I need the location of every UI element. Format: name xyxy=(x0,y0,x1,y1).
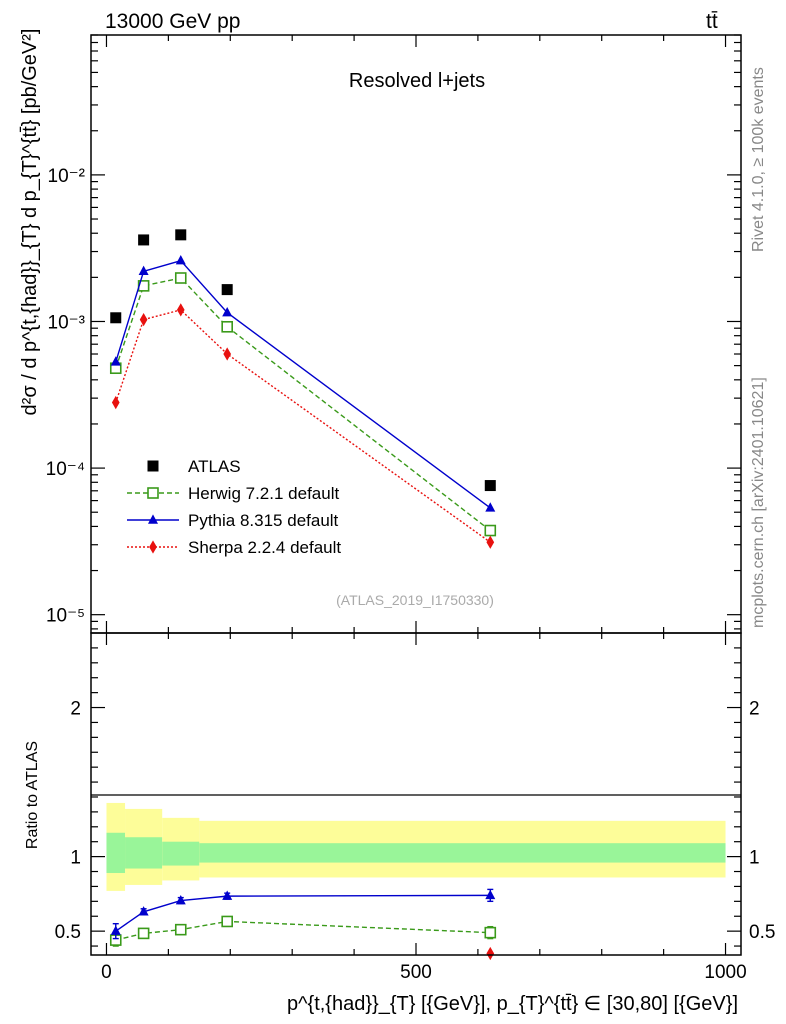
x-axis-label: p^{t,{had}}_{T} [{GeV}], p_{T}^{tt̄} ∈ [… xyxy=(287,993,738,1015)
ratio-y-tick-label-left: 0.5 xyxy=(55,922,81,943)
ratio-point-1-0 xyxy=(110,925,121,935)
ratio-y-tick-label-right: 1 xyxy=(749,848,760,869)
legend-label-2: Pythia 8.315 default xyxy=(188,511,339,530)
main-series-line-2 xyxy=(115,259,491,509)
ratio-point-2-0 xyxy=(486,946,495,961)
main-point-0-0 xyxy=(110,312,122,324)
main-y-tick-label: 10⁻⁴ xyxy=(46,459,85,480)
main-point-2-0 xyxy=(110,356,121,366)
ratio-point-1-2 xyxy=(175,894,186,905)
legend-label-3: Sherpa 2.2.4 default xyxy=(188,538,341,557)
main-point-3-3 xyxy=(223,347,232,361)
ratio-y-tick-label-left: 2 xyxy=(70,699,81,720)
main-panel: 10⁻⁵ 10⁻⁴ 10⁻³ 10⁻² Resolved l+jets (ATLAS_… xyxy=(19,29,742,634)
ratio-point-0-4 xyxy=(484,926,497,939)
analysis-label: (ATLAS_2019_I1750330) xyxy=(336,592,494,608)
main-series-group xyxy=(109,229,497,549)
ratio-point-0-2 xyxy=(174,923,187,936)
main-point-0-4 xyxy=(484,480,496,492)
main-ticks: 10⁻⁵ 10⁻⁴ 10⁻³ 10⁻² xyxy=(46,34,741,633)
main-y-tick-label: 10⁻³ xyxy=(48,312,86,333)
ratio-y-axis-label: Ratio to ATLAS xyxy=(24,741,41,849)
main-y-tick-label: 10⁻² xyxy=(48,166,86,187)
header-process-label: tt̄ xyxy=(706,10,718,33)
main-point-1-2 xyxy=(174,272,187,284)
x-tick-label: 500 xyxy=(400,962,432,983)
ratio-point-1-4 xyxy=(485,889,496,900)
ratio-series-line-1 xyxy=(115,894,491,932)
main-y-axis-label: d²σ / d p^{t,{had}}_{T} d p_{T}^{tt̄} [p… xyxy=(19,29,41,416)
main-point-2-4 xyxy=(485,502,496,512)
ratio-point-1-1 xyxy=(138,906,149,916)
ratio-y-tick-label-right: 2 xyxy=(749,699,760,720)
main-point-2-1 xyxy=(138,265,149,276)
legend-marker-1 xyxy=(147,487,159,499)
main-point-3-2 xyxy=(176,303,185,317)
main-point-0-2 xyxy=(175,229,187,241)
ratio-point-1-3 xyxy=(222,890,233,900)
ratio-band-inner-1 xyxy=(125,837,163,869)
ratio-series-group xyxy=(109,888,497,961)
main-point-1-4 xyxy=(484,524,497,537)
ratio-bands xyxy=(106,802,726,891)
plot-title: Resolved l+jets xyxy=(349,70,485,92)
ratio-point-0-1 xyxy=(137,927,150,940)
legend: ATLAS Herwig 7.2.1 default Pythia 8.315 de… xyxy=(127,457,341,557)
main-point-3-4 xyxy=(486,535,495,549)
x-tick-label: 0 xyxy=(101,962,112,983)
legend-label-0: ATLAS xyxy=(188,457,241,476)
rivet-version-label: Rivet 4.1.0, ≥ 100k events xyxy=(750,67,767,252)
main-point-0-1 xyxy=(138,234,150,246)
ratio-band-inner-2 xyxy=(162,841,200,866)
main-series-line-3 xyxy=(115,309,491,543)
ratio-band-inner-3 xyxy=(199,843,726,863)
mcplots-label: mcplots.cern.ch [arXiv:2401.10621] xyxy=(750,377,767,628)
ratio-band-inner-0 xyxy=(106,832,126,874)
header-energy-label: 13000 GeV pp xyxy=(105,10,240,33)
legend-marker-0 xyxy=(147,460,159,472)
ratio-series-line-0 xyxy=(115,920,491,941)
main-point-3-0 xyxy=(111,395,120,410)
main-point-2-2 xyxy=(175,255,186,265)
main-point-3-1 xyxy=(139,312,148,327)
ratio-y-tick-label-left: 1 xyxy=(70,848,81,869)
ratio-point-0-3 xyxy=(221,915,233,928)
main-point-2-3 xyxy=(222,306,233,317)
ratio-frame xyxy=(90,632,742,956)
main-y-tick-label: 10⁻⁵ xyxy=(46,606,85,627)
main-point-1-3 xyxy=(221,320,233,333)
x-tick-label: 1000 xyxy=(704,962,746,983)
legend-label-1: Herwig 7.2.1 default xyxy=(188,484,339,503)
ratio-y-tick-label-right: 0.5 xyxy=(749,922,775,943)
legend-marker-3 xyxy=(149,540,157,554)
legend-marker-2 xyxy=(148,514,158,524)
main-point-0-3 xyxy=(221,284,233,296)
